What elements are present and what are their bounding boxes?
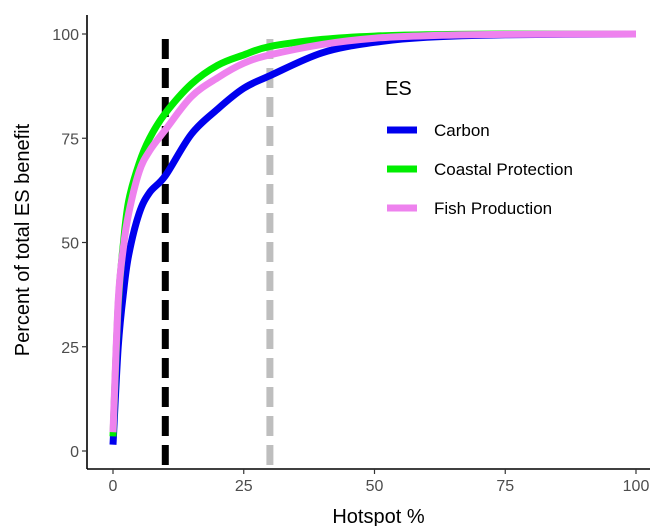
axes (86, 15, 650, 470)
series-lines (109, 30, 637, 445)
y-tick-label: 100 (52, 27, 79, 44)
legend-title: ES (385, 78, 412, 100)
legend-items: Carbon Coastal Protection Fish Production (387, 121, 573, 218)
x-tick-label: 100 (623, 478, 650, 495)
series-line-fish-production (109, 30, 637, 433)
y-tick-label: 0 (70, 444, 79, 461)
legend-label: Coastal Protection (434, 160, 573, 179)
x-tick-label: 75 (496, 478, 514, 495)
x-tick-label: 50 (366, 478, 384, 495)
y-axis-title: Percent of total ES benefit (12, 123, 34, 356)
legend: ES Carbon Coastal Protection Fish Producti… (385, 78, 573, 218)
legend-label: Fish Production (434, 199, 552, 218)
y-tick-label: 50 (61, 236, 79, 253)
y-tick-label: 25 (61, 340, 79, 357)
ticks: 0 25 50 75 100 0 25 50 75 100 (52, 27, 649, 495)
x-axis-title: Hotspot % (332, 506, 424, 526)
x-tick-label: 25 (235, 478, 253, 495)
x-tick-label: 0 (109, 478, 118, 495)
legend-label: Carbon (434, 121, 490, 140)
y-tick-label: 75 (61, 131, 79, 148)
